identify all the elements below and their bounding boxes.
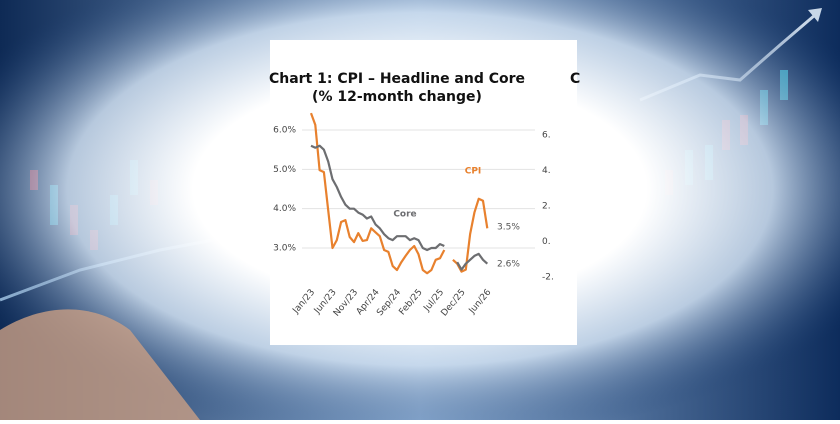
annotation: 3.5% <box>497 223 520 233</box>
hand <box>0 309 200 420</box>
annotation: 2.6% <box>497 260 520 270</box>
chart-subtitle: (% 12-month change) <box>312 89 482 105</box>
annotation: Core <box>393 210 416 220</box>
y-tick-label: 3.0% <box>273 244 296 254</box>
y-tick-label: -2. <box>542 273 554 283</box>
annotation: CPI <box>465 167 482 177</box>
series-line <box>310 144 489 271</box>
chart-panel <box>270 40 577 345</box>
y-tick-label: 4.0% <box>273 204 296 214</box>
chart-title: C <box>570 71 580 87</box>
y-tick-label: 5.0% <box>273 165 296 175</box>
y-tick-label: 2. <box>542 202 551 212</box>
y-tick-label: 0. <box>542 237 551 247</box>
chart-title: Chart 1: CPI – Headline and Core <box>269 71 525 87</box>
y-tick-label: 6. <box>542 130 551 140</box>
y-tick-label: 6.0% <box>273 126 296 136</box>
y-tick-label: 4. <box>542 166 551 176</box>
